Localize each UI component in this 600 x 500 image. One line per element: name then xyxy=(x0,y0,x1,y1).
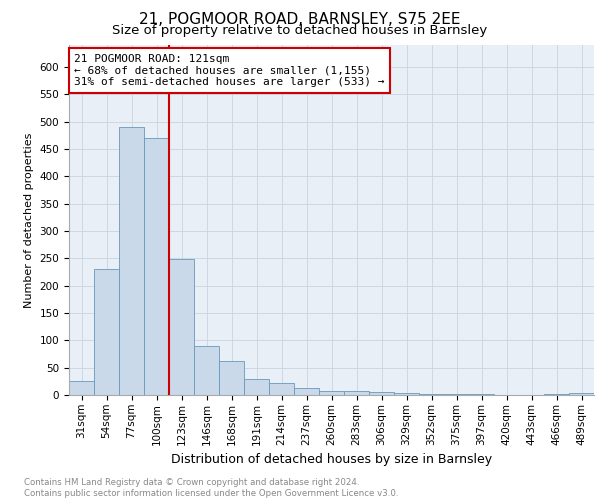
Y-axis label: Number of detached properties: Number of detached properties xyxy=(24,132,34,308)
X-axis label: Distribution of detached houses by size in Barnsley: Distribution of detached houses by size … xyxy=(171,453,492,466)
Bar xyxy=(269,383,294,395)
Text: Size of property relative to detached houses in Barnsley: Size of property relative to detached ho… xyxy=(112,24,488,37)
Bar xyxy=(244,378,269,395)
Bar xyxy=(419,394,444,395)
Bar xyxy=(219,361,244,395)
Bar xyxy=(344,391,369,395)
Text: 21, POGMOOR ROAD, BARNSLEY, S75 2EE: 21, POGMOOR ROAD, BARNSLEY, S75 2EE xyxy=(139,12,461,26)
Bar xyxy=(469,394,494,395)
Bar xyxy=(544,394,569,395)
Bar xyxy=(319,390,344,395)
Bar xyxy=(444,394,469,395)
Bar xyxy=(569,393,594,395)
Bar xyxy=(69,382,94,395)
Bar xyxy=(294,388,319,395)
Bar xyxy=(394,394,419,395)
Bar xyxy=(119,127,144,395)
Text: Contains HM Land Registry data © Crown copyright and database right 2024.
Contai: Contains HM Land Registry data © Crown c… xyxy=(24,478,398,498)
Bar xyxy=(169,260,194,395)
Bar xyxy=(194,346,219,395)
Bar xyxy=(94,269,119,395)
Text: 21 POGMOOR ROAD: 121sqm
← 68% of detached houses are smaller (1,155)
31% of semi: 21 POGMOOR ROAD: 121sqm ← 68% of detache… xyxy=(74,54,385,87)
Bar xyxy=(369,392,394,395)
Bar xyxy=(144,138,169,395)
